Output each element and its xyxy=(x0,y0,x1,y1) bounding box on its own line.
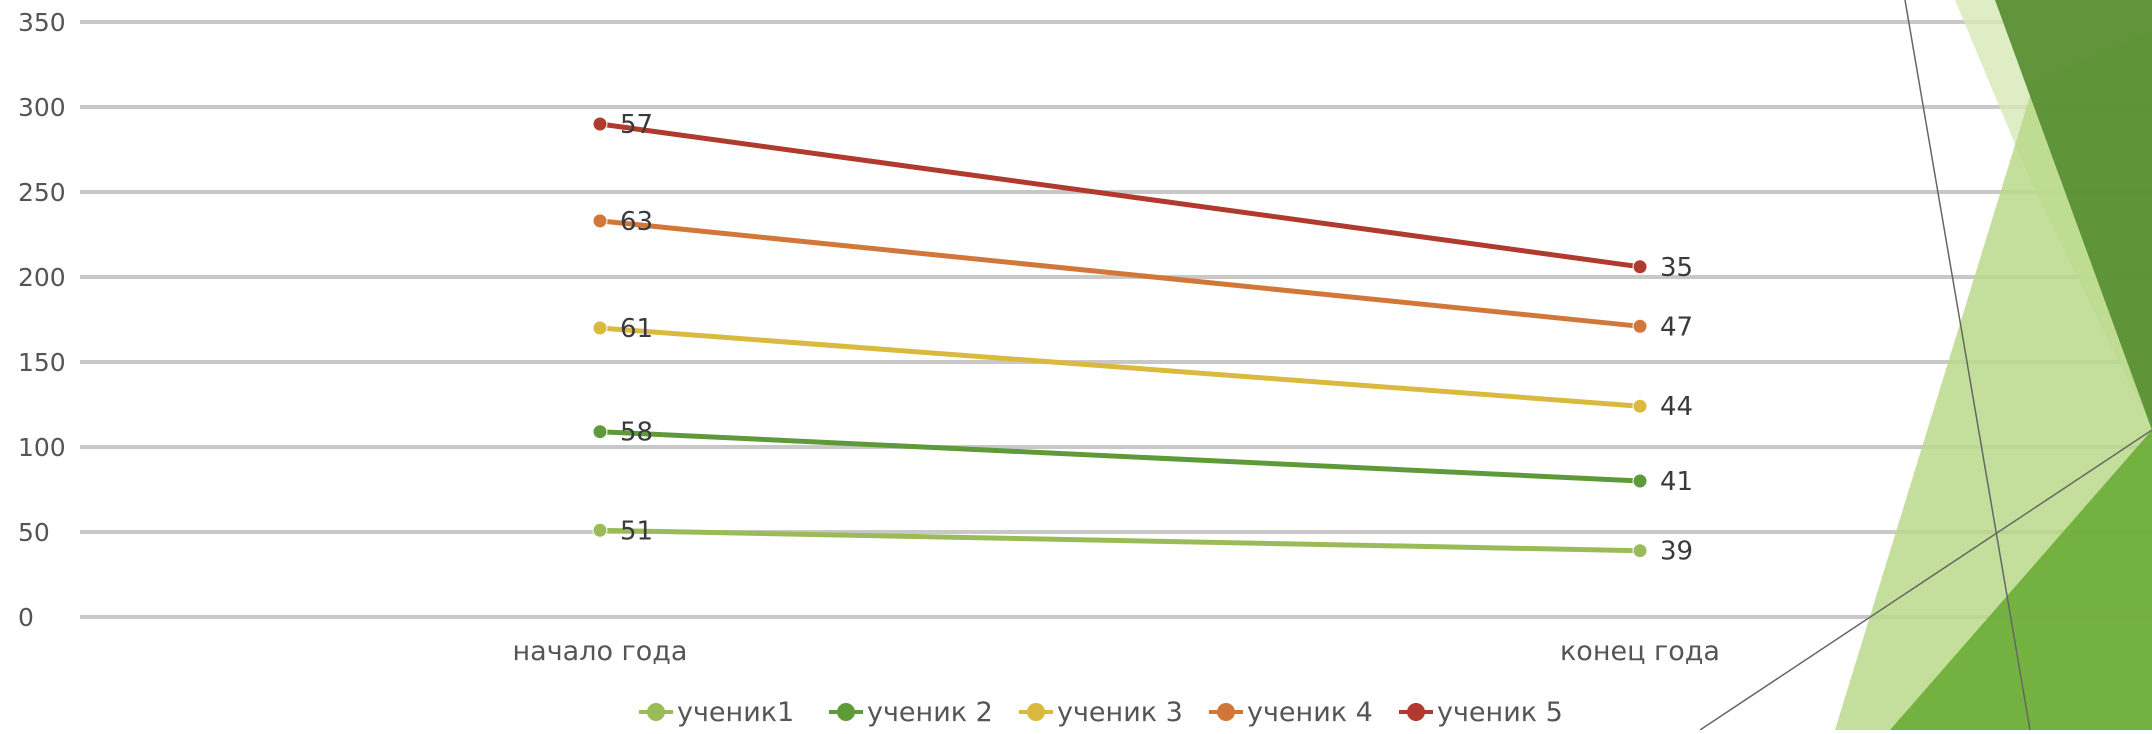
y-tick-label: 300 xyxy=(18,93,66,122)
y-tick-label: 250 xyxy=(18,178,66,207)
data-point xyxy=(1632,543,1648,559)
data-point xyxy=(592,522,608,538)
data-label: 35 xyxy=(1660,253,1693,283)
data-point xyxy=(592,116,608,132)
series-line-4 xyxy=(597,218,1643,329)
series-line-2 xyxy=(597,429,1643,484)
slide-decoration-shape xyxy=(1890,430,2152,730)
data-label: 57 xyxy=(620,110,653,140)
slide-decoration-line xyxy=(1699,429,2152,731)
data-point xyxy=(1632,398,1648,414)
data-label: 41 xyxy=(1660,467,1693,497)
data-label: 47 xyxy=(1660,312,1693,342)
series-layer xyxy=(592,116,1648,559)
data-point xyxy=(592,213,608,229)
slide-decoration-line xyxy=(1904,0,2031,731)
data-label: 58 xyxy=(620,418,653,448)
data-label: 51 xyxy=(620,516,653,546)
series-line-1 xyxy=(597,527,1643,554)
data-point xyxy=(592,424,608,440)
legend-label: ученик1 xyxy=(677,697,794,728)
series-line-5 xyxy=(597,121,1643,270)
label-layer: 0 50 100 150 200 250 300 350 начало года конец го… xyxy=(18,8,1720,667)
grid-layer xyxy=(80,20,2152,619)
y-tick-label: 0 xyxy=(18,603,34,632)
data-label: 63 xyxy=(620,207,653,237)
data-point xyxy=(1632,318,1648,334)
data-point xyxy=(592,320,608,336)
legend-label: ученик 2 xyxy=(867,697,993,728)
data-point xyxy=(1632,259,1648,275)
data-point xyxy=(1632,473,1648,489)
y-tick-label: 100 xyxy=(18,433,66,462)
data-label: 61 xyxy=(620,314,653,344)
y-tick-label: 50 xyxy=(18,518,50,547)
slide-decoration xyxy=(1699,0,2152,731)
y-tick-label: 200 xyxy=(18,263,66,292)
legend-label: ученик 4 xyxy=(1247,697,1373,728)
slide-decoration-shape xyxy=(1995,0,2152,430)
x-category-label: конец года xyxy=(1560,636,1720,667)
x-category-label: начало года xyxy=(513,636,688,667)
y-tick-label: 350 xyxy=(18,8,66,37)
legend-label: ученик 3 xyxy=(1057,697,1183,728)
legend-marker xyxy=(1217,703,1235,721)
legend: ученик1 ученик 2 ученик 3 ученик 4 ученик 5 xyxy=(639,697,1563,728)
legend-marker xyxy=(837,703,855,721)
legend-marker xyxy=(647,703,665,721)
data-label: 39 xyxy=(1660,537,1693,567)
legend-marker xyxy=(1027,703,1045,721)
legend-label: ученик 5 xyxy=(1437,697,1563,728)
legend-marker xyxy=(1407,703,1425,721)
series-line-3 xyxy=(597,325,1643,409)
data-label: 44 xyxy=(1660,392,1693,422)
y-tick-label: 150 xyxy=(18,348,66,377)
